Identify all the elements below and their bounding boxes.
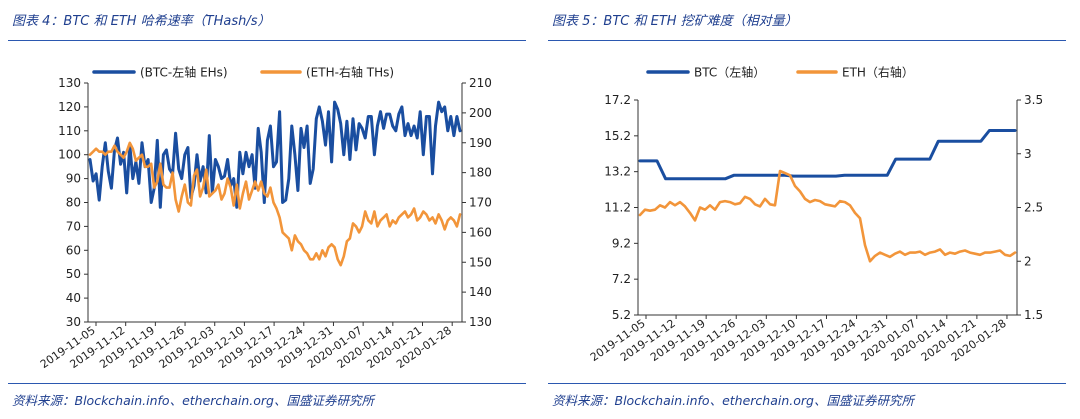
series-line-left [88,100,462,209]
left-tick-label: 11.2 [604,201,631,215]
series-line-right [638,169,1017,263]
title-rule [548,40,1066,41]
right-tick-label: 140 [469,285,492,299]
right-tick-label: 150 [469,255,492,269]
right-tick-label: 160 [469,225,492,239]
left-tick-label: 17.2 [604,93,631,107]
left-tick-label: 70 [66,219,81,233]
left-tick-label: 120 [58,100,81,114]
left-tick-label: 50 [66,267,81,281]
left-tick-label: 7.2 [612,272,631,286]
right-tick-label: 1.5 [1024,308,1043,322]
left-tick-label: 5.2 [612,308,631,322]
source-rule [548,383,1066,384]
right-tick-label: 130 [469,315,492,329]
source-rule [8,383,526,384]
legend-label: (ETH-右轴 THs) [306,65,394,80]
chart-title: 图表 4：BTC 和 ETH 哈希速率（THash/s） [12,14,271,29]
left-tick-label: 100 [58,148,81,162]
chart-panel-hashrate: 图表 4：BTC 和 ETH 哈希速率（THash/s） 30 40 50 60 70 8… [8,14,526,408]
left-tick-label: 60 [66,243,81,257]
left-tick-label: 30 [66,315,81,329]
right-tick-label: 180 [469,166,492,180]
legend-label: BTC（左轴） [694,65,765,80]
right-tick-label: 3 [1024,147,1032,161]
left-tick-label: 15.2 [604,129,631,143]
legend-label: (BTC-左轴 EHs) [140,65,228,80]
legend-label: ETH（右轴） [842,65,914,80]
right-tick-label: 190 [469,136,492,150]
left-tick-label: 40 [66,291,81,305]
left-tick-label: 110 [58,124,81,138]
title-rule [8,40,526,41]
left-tick-label: 90 [66,172,81,186]
left-tick-label: 13.2 [604,165,631,179]
chart-panel-difficulty: 图表 5：BTC 和 ETH 挖矿难度（相对量） 5.2 7.2 9.2 11.2 13… [540,0,1080,419]
right-tick-label: 2.5 [1024,201,1043,215]
left-tick-label: 130 [58,76,81,90]
right-tick-label: 3.5 [1024,93,1043,107]
hashrate-chart: 30 40 50 60 70 80 90 100 110 120 130 130 140 150 160 17… [38,65,492,372]
right-tick-label: 170 [469,196,492,210]
series-line-left [638,129,1017,181]
chart-source: 资料来源：Blockchain.info、etherchain.org、国盛证券… [12,393,374,408]
left-tick-label: 80 [66,196,81,210]
left-tick-label: 9.2 [612,236,631,250]
right-tick-label: 2 [1024,254,1032,268]
chart-title: 图表 5：BTC 和 ETH 挖矿难度（相对量） [552,14,798,29]
right-tick-label: 200 [469,106,492,120]
chart-source: 资料来源：Blockchain.info、etherchain.org、国盛证券… [552,393,914,408]
right-tick-label: 210 [469,76,492,90]
series-line-right [88,141,462,267]
difficulty-chart: 5.27.29.211.213.215.217.21.522.533.52019… [588,65,1043,365]
